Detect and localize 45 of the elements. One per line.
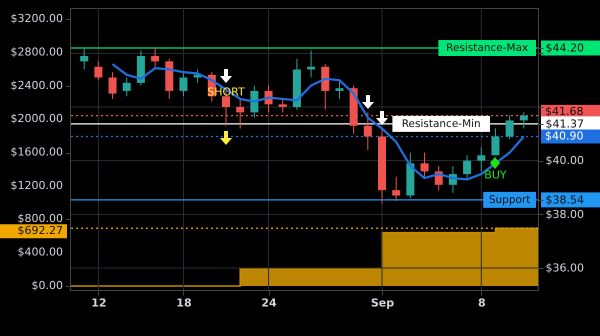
candlestick — [463, 154, 472, 180]
annotation: BUY — [484, 168, 507, 182]
x-tick-label: 12 — [91, 296, 107, 310]
ref-line-label: Resistance-Max — [446, 42, 528, 54]
candlestick — [307, 50, 316, 78]
candlestick — [80, 47, 88, 70]
candlestick — [108, 72, 117, 100]
x-tick-label: 24 — [261, 296, 278, 310]
candlestick — [179, 72, 188, 97]
y2-tick-label: $0.00 — [32, 278, 63, 292]
candlestick — [335, 80, 344, 100]
candlestick — [122, 76, 131, 97]
candlestick — [520, 112, 528, 129]
x-tick-label: Sep — [370, 296, 394, 310]
y2-tick-label: $1600.00 — [10, 146, 63, 159]
candlestick — [250, 85, 258, 118]
candlestick — [151, 47, 160, 68]
ref-line-label: Resistance-Min — [402, 118, 481, 130]
y2-tick-label: $2800.00 — [10, 45, 63, 58]
candlestick — [392, 176, 400, 202]
candlestick — [506, 114, 514, 140]
y-tick-label: $38.00 — [546, 208, 584, 221]
y-tick-label: $38.54 — [546, 193, 584, 206]
y2-tick-label: $2000.00 — [10, 112, 63, 126]
ref-line-label: $692.27 — [18, 224, 63, 238]
y2-tick-label: $1200.00 — [10, 178, 63, 192]
ref-line-label: Support — [488, 194, 530, 206]
x-tick-label: 8 — [478, 296, 486, 310]
candlestick — [491, 128, 500, 156]
y-tick-label: $41.37 — [546, 117, 584, 130]
ref-line-label: $41.68 — [545, 104, 584, 118]
candlestick — [364, 112, 372, 150]
y-tick-label: $44.20 — [546, 41, 584, 54]
candlestick — [278, 98, 287, 113]
y-tick-label: $40.00 — [546, 154, 584, 168]
y2-tick-label: $800.00 — [18, 212, 63, 226]
x-tick-label: 18 — [176, 296, 192, 310]
candlestick — [477, 146, 486, 172]
ref-line-label: $40.90 — [545, 130, 584, 143]
y2-tick-label: $2400.00 — [10, 78, 63, 92]
y2-tick-label: $400.00 — [18, 246, 63, 259]
candlestick — [94, 60, 102, 81]
y-tick-label: $36.00 — [546, 262, 584, 274]
candlestick — [420, 152, 429, 178]
y2-tick-label: $3200.00 — [10, 12, 63, 26]
